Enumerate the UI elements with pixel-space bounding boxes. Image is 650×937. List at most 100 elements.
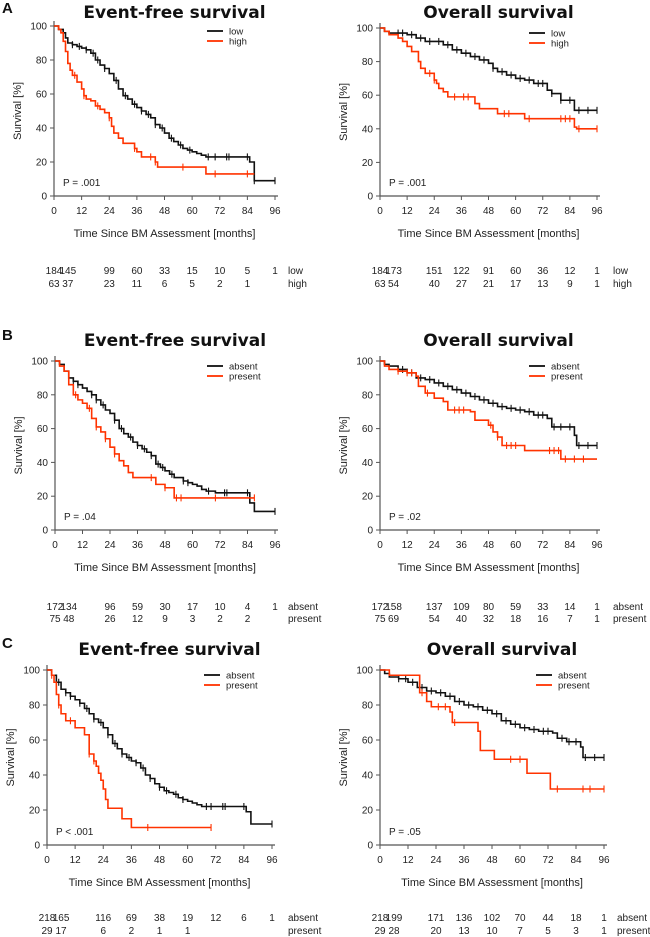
- censor-marks-low: [397, 29, 598, 114]
- x-axis-label: Time Since BM Assessment [months]: [401, 877, 583, 889]
- risk-table-value: 33: [537, 602, 549, 613]
- x-tick-label: 60: [510, 540, 522, 551]
- x-tick-label: 0: [52, 540, 58, 551]
- risk-table-value: 137: [426, 602, 443, 613]
- risk-table-value: 80: [483, 602, 495, 613]
- risk-table-value: 9: [567, 279, 573, 290]
- risk-table-value: 38: [154, 913, 166, 924]
- x-tick-label: 96: [269, 206, 281, 217]
- chart-c-event-free-survival: Event-free survival 0 20 40 60 80 100 0 12 24 36 48…: [0, 637, 325, 937]
- risk-table-value: 145: [59, 266, 76, 277]
- risk-table-value: 7: [517, 926, 523, 937]
- y-tick-label: 80: [362, 701, 374, 712]
- censor-marks-present: [51, 671, 212, 831]
- y-tick-label: 100: [356, 24, 373, 35]
- y-tick-label: 80: [29, 701, 41, 712]
- survival-curve-absent: [47, 669, 272, 825]
- x-tick-label: 48: [483, 206, 495, 217]
- x-tick-label: 72: [537, 206, 549, 217]
- risk-table-value: 40: [456, 614, 468, 625]
- risk-table-value: 33: [159, 266, 171, 277]
- risk-table-value: 36: [537, 266, 549, 277]
- x-tick-label: 36: [132, 540, 144, 551]
- p-value-label: P < .001: [56, 827, 94, 838]
- risk-table-value: 20: [430, 926, 442, 937]
- p-value-label: P = .02: [389, 512, 421, 523]
- x-tick-label: 60: [510, 206, 522, 217]
- x-tick-label: 96: [266, 855, 278, 866]
- y-tick-label: 20: [362, 492, 374, 503]
- legend-label-present: present: [226, 681, 258, 692]
- risk-table-value: 19: [182, 913, 194, 924]
- risk-table-value: 37: [62, 279, 74, 290]
- y-tick-label: 20: [36, 158, 48, 169]
- risk-table-value: 26: [104, 614, 116, 625]
- risk-table-value: 11: [132, 279, 143, 290]
- x-axis-label: Time Since BM Assessment [months]: [74, 562, 256, 574]
- risk-table-value: 27: [456, 279, 468, 290]
- km-plot-svg: Overall survival 0 20 40 60 80 100 0 12 24 36 48 60 7…: [338, 640, 650, 937]
- y-tick-label: 60: [36, 90, 48, 101]
- chart-title: Overall survival: [423, 3, 573, 23]
- x-tick-label: 12: [70, 855, 82, 866]
- x-tick-label: 84: [564, 206, 576, 217]
- x-tick-label: 48: [483, 540, 495, 551]
- x-tick-label: 12: [76, 206, 88, 217]
- risk-table-value: 5: [245, 266, 251, 277]
- legend-label-high: high: [229, 37, 247, 48]
- x-tick-label: 72: [214, 206, 226, 217]
- risk-table-value: 59: [132, 602, 144, 613]
- risk-table-value: 1: [601, 926, 607, 937]
- x-tick-label: 84: [242, 206, 254, 217]
- censor-marks-absent: [72, 377, 276, 515]
- chart-title: Event-free survival: [83, 3, 265, 23]
- x-tick-label: 84: [570, 855, 582, 866]
- risk-table-row-label: present: [613, 614, 647, 625]
- y-tick-label: 80: [36, 56, 48, 67]
- risk-table-value: 2: [217, 279, 223, 290]
- chart-c-overall-survival: Overall survival 0 20 40 60 80 100 0 12 24 36 48 60 7…: [325, 637, 650, 937]
- chart-title: Event-free survival: [78, 640, 260, 660]
- p-value-label: P = .04: [64, 512, 96, 523]
- risk-table-value: 70: [514, 913, 526, 924]
- risk-table-value: 18: [570, 913, 582, 924]
- x-tick-label: 48: [486, 855, 498, 866]
- risk-table-value: 2: [217, 614, 223, 625]
- risk-table-value: 59: [510, 602, 522, 613]
- risk-table-value: 134: [60, 602, 77, 613]
- risk-table-value: 184: [46, 266, 63, 277]
- risk-table-value: 6: [241, 913, 247, 924]
- x-tick-label: 48: [159, 206, 171, 217]
- risk-table-row-label: absent: [288, 602, 318, 613]
- x-tick-label: 48: [159, 540, 171, 551]
- y-axis-label: Survival [%]: [13, 416, 25, 474]
- risk-table-value: 75: [374, 614, 386, 625]
- panel-letter-a: A: [2, 0, 13, 17]
- y-tick-label: 80: [362, 390, 374, 401]
- risk-table-value: 12: [132, 614, 144, 625]
- risk-table-value: 173: [385, 266, 402, 277]
- risk-table-value: 6: [100, 926, 106, 937]
- x-axis-label: Time Since BM Assessment [months]: [398, 228, 580, 240]
- legend-label-low: low: [551, 29, 565, 40]
- risk-table-value: 60: [510, 266, 522, 277]
- risk-table-value: 54: [429, 614, 441, 625]
- censor-marks-absent: [58, 678, 273, 828]
- risk-table-value: 172: [47, 602, 64, 613]
- risk-table-value: 2: [245, 614, 251, 625]
- risk-table-value: 1: [594, 279, 600, 290]
- chart-title: Overall survival: [423, 331, 573, 351]
- risk-table-value: 54: [388, 279, 400, 290]
- risk-table-value: 4: [245, 602, 251, 613]
- y-tick-label: 0: [34, 841, 40, 852]
- risk-table-value: 69: [388, 614, 400, 625]
- x-tick-label: 12: [402, 540, 414, 551]
- y-tick-label: 40: [362, 124, 374, 135]
- risk-table-value: 30: [159, 602, 171, 613]
- risk-table-value: 7: [567, 614, 573, 625]
- censor-marks-present: [75, 391, 255, 502]
- x-tick-label: 72: [537, 540, 549, 551]
- risk-table-value: 18: [510, 614, 522, 625]
